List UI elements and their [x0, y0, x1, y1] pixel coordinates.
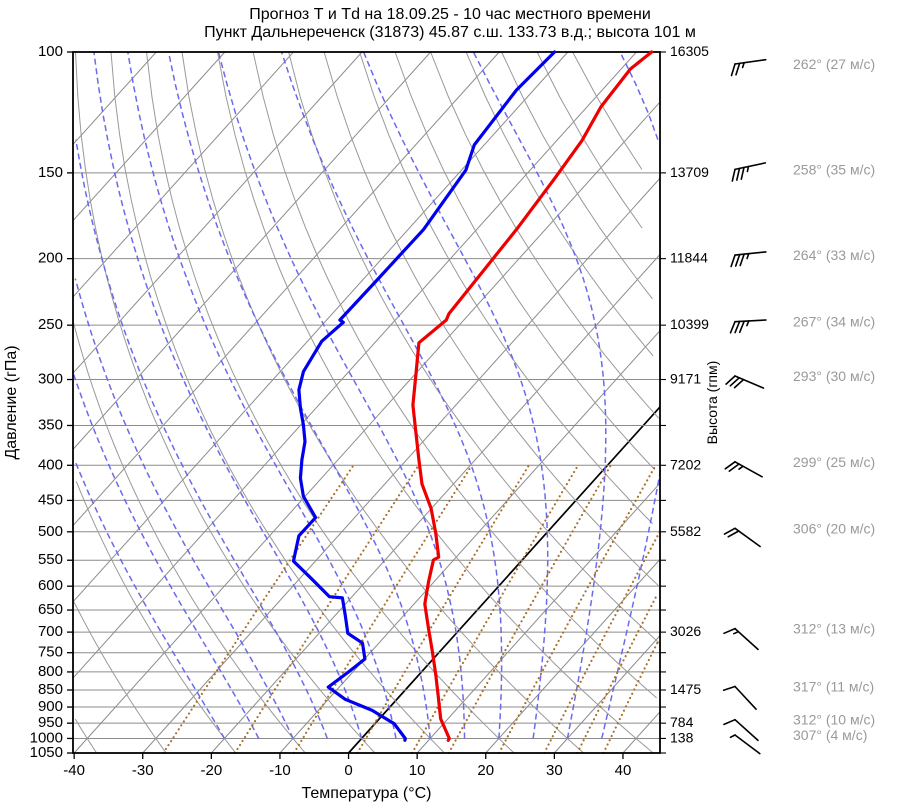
- svg-text:900: 900: [38, 698, 63, 715]
- svg-text:550: 550: [38, 551, 63, 568]
- svg-text:10: 10: [409, 762, 426, 779]
- svg-text:Температура (°C): Температура (°C): [302, 785, 432, 802]
- svg-text:312° (10 м/с): 312° (10 м/с): [793, 712, 875, 728]
- svg-text:Прогноз Т и Td на 18.09.25 - 1: Прогноз Т и Td на 18.09.25 - 10 час мест…: [249, 6, 651, 23]
- svg-text:200: 200: [38, 250, 63, 267]
- svg-text:262° (27 м/с): 262° (27 м/с): [793, 56, 875, 72]
- svg-text:100: 100: [38, 43, 63, 60]
- svg-text:0: 0: [344, 762, 352, 779]
- svg-text:250: 250: [38, 316, 63, 333]
- svg-text:400: 400: [38, 456, 63, 473]
- svg-text:1050: 1050: [30, 744, 63, 761]
- svg-text:312° (13 м/с): 312° (13 м/с): [793, 621, 875, 637]
- svg-text:350: 350: [38, 416, 63, 433]
- svg-text:16305: 16305: [670, 43, 709, 59]
- svg-text:3026: 3026: [670, 623, 701, 639]
- svg-text:650: 650: [38, 601, 63, 618]
- svg-text:138: 138: [670, 729, 694, 745]
- svg-text:20: 20: [477, 762, 494, 779]
- svg-text:600: 600: [38, 577, 63, 594]
- svg-text:267° (34 м/с): 267° (34 м/с): [793, 314, 875, 330]
- svg-text:500: 500: [38, 523, 63, 540]
- svg-text:300: 300: [38, 371, 63, 388]
- svg-text:10399: 10399: [670, 316, 709, 332]
- svg-text:5582: 5582: [670, 523, 701, 539]
- svg-text:1475: 1475: [670, 681, 701, 697]
- svg-text:850: 850: [38, 681, 63, 698]
- svg-text:-20: -20: [201, 762, 223, 779]
- svg-text:258° (35 м/с): 258° (35 м/с): [793, 161, 875, 177]
- svg-text:13709: 13709: [670, 164, 709, 180]
- svg-text:Пункт Дальнереченск (31873) 45: Пункт Дальнереченск (31873) 45.87 с.ш. 1…: [204, 24, 696, 41]
- svg-text:-30: -30: [132, 762, 154, 779]
- svg-text:40: 40: [615, 762, 632, 779]
- svg-text:700: 700: [38, 623, 63, 640]
- svg-text:30: 30: [546, 762, 563, 779]
- svg-text:Давление (гПа): Давление (гПа): [3, 345, 20, 459]
- svg-text:317° (11 м/с): 317° (11 м/с): [793, 679, 874, 695]
- svg-text:306° (20 м/с): 306° (20 м/с): [793, 520, 875, 536]
- svg-text:9171: 9171: [670, 371, 701, 387]
- svg-text:-40: -40: [63, 762, 85, 779]
- svg-text:150: 150: [38, 164, 63, 181]
- svg-text:293° (30 м/с): 293° (30 м/с): [793, 368, 875, 384]
- svg-text:-10: -10: [269, 762, 291, 779]
- svg-text:450: 450: [38, 491, 63, 508]
- svg-text:11844: 11844: [670, 250, 708, 266]
- svg-text:7202: 7202: [670, 456, 701, 472]
- svg-text:299° (25 м/с): 299° (25 м/с): [793, 454, 875, 470]
- svg-text:750: 750: [38, 644, 63, 661]
- svg-text:307° (4 м/с): 307° (4 м/с): [793, 727, 867, 743]
- svg-text:800: 800: [38, 663, 63, 680]
- svg-text:264° (33 м/с): 264° (33 м/с): [793, 247, 875, 263]
- svg-text:Высота (гпм): Высота (гпм): [704, 361, 720, 445]
- svg-text:784: 784: [670, 714, 694, 730]
